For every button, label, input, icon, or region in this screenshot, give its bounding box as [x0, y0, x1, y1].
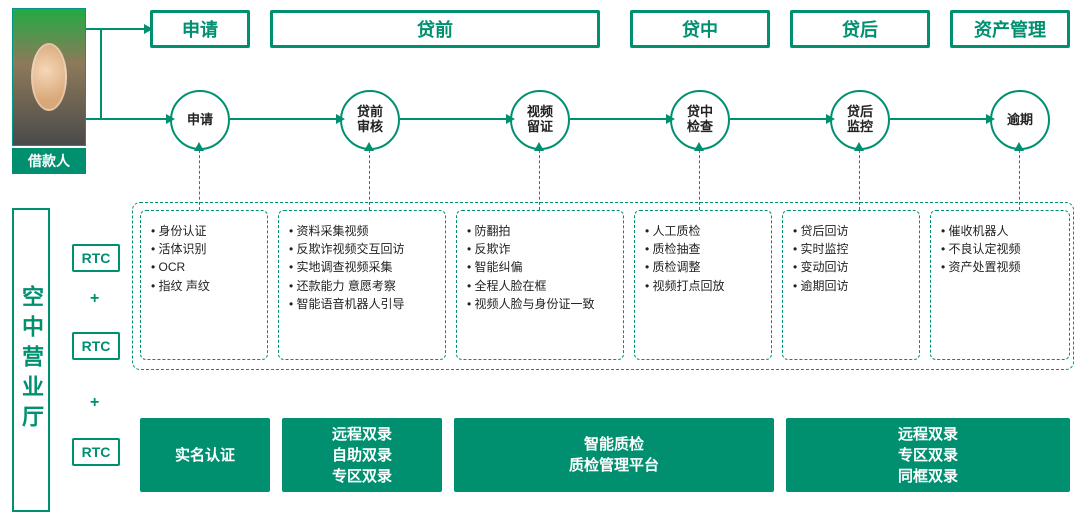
connector-line — [890, 118, 988, 120]
process-circle: 贷前审核 — [340, 90, 400, 150]
stage-box: 贷后 — [790, 10, 930, 48]
rtc-pill: RTC — [72, 332, 120, 360]
feature-item: OCR — [151, 259, 257, 275]
process-circle: 申请 — [170, 90, 230, 150]
feature-item: 智能纠偏 — [467, 259, 613, 275]
stage-box: 贷中 — [630, 10, 770, 48]
rtc-pill: RTC — [72, 244, 120, 272]
feature-item: 反欺诈视频交互回访 — [289, 241, 435, 257]
connector-dashed — [699, 150, 700, 210]
feature-item: 指纹 声纹 — [151, 278, 257, 294]
feature-item: 不良认定视频 — [941, 241, 1059, 257]
feature-item: 实时监控 — [793, 241, 909, 257]
connector-line — [400, 118, 508, 120]
connector-dashed — [1019, 150, 1020, 210]
stage-box: 资产管理 — [950, 10, 1070, 48]
face-avatar — [31, 43, 67, 111]
feature-item: 视频打点回放 — [645, 278, 761, 294]
rtc-pill: RTC — [72, 438, 120, 466]
connector-line — [86, 28, 146, 30]
feature-item: 资料采集视频 — [289, 223, 435, 239]
process-circle: 贷后监控 — [830, 90, 890, 150]
arrow-right-icon — [144, 24, 153, 34]
plus-icon: + — [90, 290, 99, 308]
feature-item: 视频人脸与身份证一致 — [467, 296, 613, 312]
feature-item: 反欺诈 — [467, 241, 613, 257]
arrow-right-icon — [986, 114, 995, 124]
feature-item: 智能语音机器人引导 — [289, 296, 435, 312]
arrow-up-icon — [534, 142, 544, 151]
process-circle: 逾期 — [990, 90, 1050, 150]
platform-box: 实名认证 — [140, 418, 270, 492]
arrow-up-icon — [854, 142, 864, 151]
process-circle: 视频留证 — [510, 90, 570, 150]
feature-item: 身份认证 — [151, 223, 257, 239]
connector-line — [86, 118, 168, 120]
arrow-right-icon — [826, 114, 835, 124]
feature-item: 活体识别 — [151, 241, 257, 257]
connector-dashed — [859, 150, 860, 210]
platform-box: 远程双录自助双录专区双录 — [282, 418, 442, 492]
borrower-label: 借款人 — [12, 148, 86, 174]
arrow-up-icon — [194, 142, 204, 151]
feature-item: 全程人脸在框 — [467, 278, 613, 294]
feature-item: 质检抽查 — [645, 241, 761, 257]
connector-dashed — [369, 150, 370, 210]
plus-icon: + — [90, 394, 99, 412]
connector-line — [230, 118, 338, 120]
vertical-title: 空中营业厅 — [12, 208, 50, 512]
feature-box: 资料采集视频反欺诈视频交互回访实地调查视频采集还款能力 意愿考察智能语音机器人引… — [278, 210, 446, 360]
process-circle: 贷中检查 — [670, 90, 730, 150]
feature-item: 催收机器人 — [941, 223, 1059, 239]
platform-box: 智能质检质检管理平台 — [454, 418, 774, 492]
stage-box: 申请 — [150, 10, 250, 48]
feature-item: 人工质检 — [645, 223, 761, 239]
feature-item: 资产处置视频 — [941, 259, 1059, 275]
arrow-up-icon — [694, 142, 704, 151]
feature-item: 防翻拍 — [467, 223, 613, 239]
borrower-phone-mock — [12, 8, 86, 146]
feature-item: 实地调查视频采集 — [289, 259, 435, 275]
feature-box: 身份认证活体识别 OCR 指纹 声纹 — [140, 210, 268, 360]
feature-item: 质检调整 — [645, 259, 761, 275]
platform-box: 远程双录专区双录同框双录 — [786, 418, 1070, 492]
arrow-right-icon — [336, 114, 345, 124]
connector-line — [730, 118, 828, 120]
arrow-up-icon — [364, 142, 374, 151]
connector-dashed — [539, 150, 540, 210]
feature-box: 贷后回访实时监控变动回访逾期回访 — [782, 210, 920, 360]
feature-item: 还款能力 意愿考察 — [289, 278, 435, 294]
feature-item: 逾期回访 — [793, 278, 909, 294]
arrow-up-icon — [1014, 142, 1024, 151]
feature-item: 贷后回访 — [793, 223, 909, 239]
feature-box: 人工质检质检抽查质检调整视频打点回放 — [634, 210, 772, 360]
feature-box: 催收机器人不良认定视频资产处置视频 — [930, 210, 1070, 360]
feature-box: 防翻拍反欺诈智能纠偏全程人脸在框视频人脸与身份证一致 — [456, 210, 624, 360]
arrow-right-icon — [166, 114, 175, 124]
arrow-right-icon — [506, 114, 515, 124]
stage-box: 贷前 — [270, 10, 600, 48]
connector-dashed — [199, 150, 200, 210]
connector-line — [100, 28, 102, 120]
feature-item: 变动回访 — [793, 259, 909, 275]
connector-line — [570, 118, 668, 120]
arrow-right-icon — [666, 114, 675, 124]
